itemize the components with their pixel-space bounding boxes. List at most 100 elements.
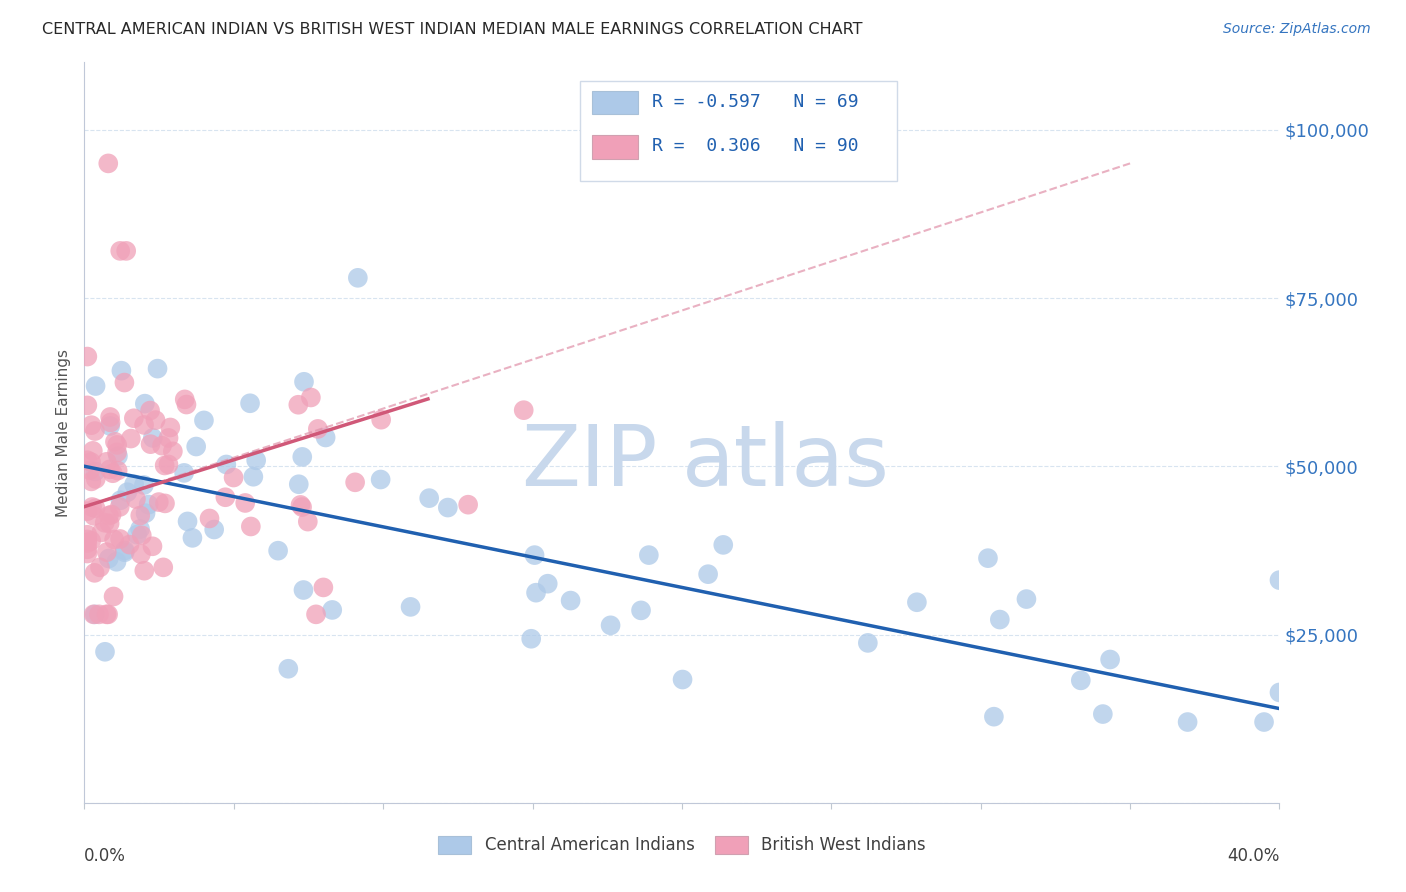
- Point: [105, 438, 128, 452]
- Point: [905, 595, 928, 609]
- Point: [152, 560, 174, 574]
- Point: [977, 551, 1000, 566]
- Point: [94, 645, 117, 659]
- Text: 0.0%: 0.0%: [84, 847, 127, 865]
- Legend: Central American Indians, British West Indians: Central American Indians, British West I…: [432, 829, 932, 861]
- Point: [100, 508, 122, 522]
- Text: R =  0.306   N = 90: R = 0.306 N = 90: [652, 137, 859, 155]
- Point: [117, 485, 139, 500]
- Point: [84, 465, 107, 479]
- Point: [104, 434, 127, 449]
- Point: [305, 607, 328, 622]
- Point: [299, 391, 322, 405]
- Text: CENTRAL AMERICAN INDIAN VS BRITISH WEST INDIAN MEDIAN MALE EARNINGS CORRELATION : CENTRAL AMERICAN INDIAN VS BRITISH WEST …: [42, 22, 863, 37]
- Point: [79, 463, 101, 477]
- Point: [146, 361, 169, 376]
- Point: [370, 473, 392, 487]
- Point: [983, 709, 1005, 723]
- Point: [671, 673, 693, 687]
- Point: [222, 470, 245, 484]
- Point: [181, 531, 204, 545]
- Point: [856, 636, 879, 650]
- Point: [129, 547, 152, 561]
- Point: [291, 500, 314, 514]
- Point: [173, 392, 195, 407]
- Point: [198, 511, 221, 525]
- Point: [82, 443, 104, 458]
- Point: [98, 462, 121, 476]
- Point: [134, 564, 156, 578]
- Point: [524, 585, 547, 599]
- Point: [129, 508, 152, 523]
- Point: [97, 156, 120, 170]
- Point: [118, 538, 141, 552]
- Point: [347, 270, 370, 285]
- Point: [214, 490, 236, 504]
- Point: [105, 445, 128, 459]
- Point: [105, 555, 128, 569]
- Point: [138, 498, 160, 512]
- Point: [1268, 573, 1291, 587]
- Point: [512, 403, 534, 417]
- FancyBboxPatch shape: [581, 81, 897, 181]
- Y-axis label: Median Male Earnings: Median Male Earnings: [56, 349, 72, 516]
- Point: [122, 477, 145, 491]
- Point: [134, 397, 156, 411]
- Point: [1070, 673, 1092, 688]
- Point: [239, 396, 262, 410]
- Point: [84, 472, 107, 486]
- Point: [114, 545, 136, 559]
- Point: [186, 440, 208, 454]
- Point: [110, 364, 132, 378]
- Point: [153, 496, 176, 510]
- Point: [312, 581, 335, 595]
- Point: [76, 547, 98, 561]
- Point: [290, 498, 312, 512]
- Point: [307, 422, 329, 436]
- Point: [988, 613, 1011, 627]
- Point: [233, 496, 256, 510]
- Point: [344, 475, 367, 490]
- Point: [176, 398, 198, 412]
- Point: [292, 582, 315, 597]
- Point: [157, 458, 180, 472]
- Point: [107, 464, 129, 478]
- Point: [1091, 707, 1114, 722]
- Point: [1268, 685, 1291, 699]
- Point: [76, 536, 98, 550]
- Point: [437, 500, 460, 515]
- Point: [76, 398, 98, 412]
- Point: [1015, 592, 1038, 607]
- Point: [84, 379, 107, 393]
- FancyBboxPatch shape: [592, 135, 638, 159]
- Point: [83, 607, 105, 622]
- Text: atlas: atlas: [682, 421, 890, 504]
- Point: [100, 416, 122, 430]
- Point: [157, 431, 180, 445]
- Point: [96, 607, 118, 622]
- Point: [125, 527, 148, 541]
- Point: [142, 431, 165, 445]
- Point: [239, 519, 262, 533]
- Point: [120, 432, 142, 446]
- Point: [159, 420, 181, 434]
- Point: [457, 498, 479, 512]
- Point: [637, 548, 659, 562]
- Point: [97, 508, 120, 523]
- Point: [267, 543, 290, 558]
- Point: [115, 244, 138, 258]
- Point: [202, 523, 225, 537]
- Point: [114, 543, 136, 558]
- Point: [80, 475, 103, 489]
- Point: [215, 458, 238, 472]
- Point: [80, 455, 103, 469]
- Text: 40.0%: 40.0%: [1227, 847, 1279, 865]
- Point: [89, 560, 111, 574]
- Point: [97, 607, 120, 622]
- Point: [122, 411, 145, 425]
- Point: [76, 527, 98, 541]
- Point: [87, 607, 110, 622]
- Point: [76, 453, 98, 467]
- Point: [103, 590, 125, 604]
- Point: [108, 500, 131, 514]
